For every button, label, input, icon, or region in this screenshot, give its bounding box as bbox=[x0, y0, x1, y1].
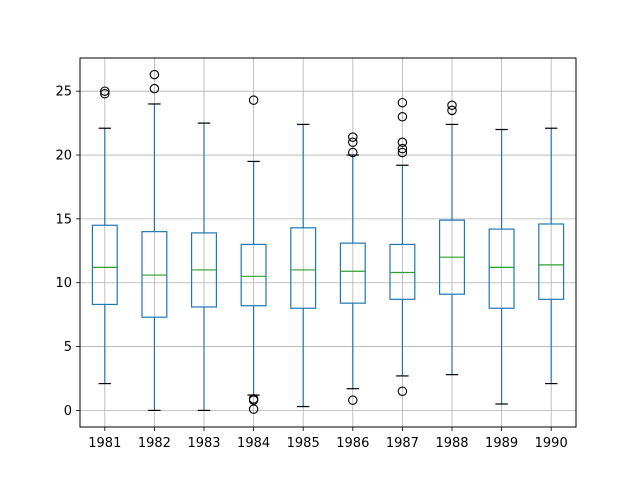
outlier-point bbox=[397, 137, 408, 148]
outlier-point bbox=[248, 404, 259, 414]
outlier-point bbox=[397, 143, 408, 154]
outlier-point bbox=[397, 386, 408, 396]
box-group-1981 bbox=[91, 86, 118, 385]
box-iqr bbox=[240, 243, 267, 307]
box-group-1982 bbox=[141, 69, 168, 412]
x-tick-label: 1990 bbox=[535, 436, 568, 451]
outlier-point bbox=[149, 83, 160, 94]
outlier-point bbox=[149, 69, 160, 80]
x-tick-label: 1987 bbox=[386, 436, 419, 451]
box-iqr bbox=[339, 242, 366, 304]
y-tick-label: 25 bbox=[55, 85, 72, 100]
y-tick-label: 0 bbox=[64, 404, 72, 419]
box-group-1983 bbox=[191, 122, 218, 412]
outlier-point bbox=[248, 95, 259, 105]
outlier-point bbox=[397, 97, 408, 108]
outlier-point bbox=[100, 89, 110, 99]
plot-frame bbox=[79, 57, 577, 428]
box-iqr bbox=[488, 228, 515, 309]
x-tick-label: 1989 bbox=[485, 436, 518, 451]
outlier-point bbox=[348, 132, 358, 142]
outlier-point bbox=[447, 105, 457, 116]
box-iqr bbox=[389, 243, 416, 300]
x-tick-label: 1981 bbox=[88, 436, 121, 451]
y-tick-label: 10 bbox=[55, 276, 72, 291]
x-tick-label: 1988 bbox=[435, 436, 468, 451]
outlier-point bbox=[447, 100, 457, 110]
x-tick-label: 1985 bbox=[287, 436, 320, 451]
y-tick-label: 5 bbox=[64, 340, 72, 355]
box-group-1989 bbox=[488, 128, 515, 405]
x-tick-label: 1982 bbox=[138, 436, 171, 451]
y-tick-label: 20 bbox=[55, 149, 72, 164]
box-iqr bbox=[538, 223, 565, 300]
y-tick-label: 15 bbox=[55, 212, 72, 227]
box-iqr bbox=[141, 231, 168, 318]
outlier-point bbox=[348, 395, 358, 405]
box-group-1988 bbox=[439, 100, 466, 376]
outlier-point bbox=[100, 86, 110, 96]
x-tick-label: 1983 bbox=[187, 436, 220, 451]
box-group-1987 bbox=[389, 97, 416, 396]
box-series bbox=[91, 69, 565, 414]
box-iqr bbox=[91, 224, 118, 306]
box-group-1990 bbox=[538, 127, 565, 385]
x-tick-label: 1986 bbox=[336, 436, 369, 451]
box-group-1986 bbox=[339, 132, 366, 405]
outlier-point bbox=[348, 147, 358, 158]
outlier-point bbox=[397, 111, 408, 122]
axes: 0 5 10 15 20 25 1981 1982 1983 1984 1985 1986 1987 19… bbox=[55, 85, 567, 451]
box-group-1985 bbox=[290, 123, 317, 408]
outlier-point bbox=[397, 147, 408, 158]
outlier-point bbox=[348, 137, 358, 148]
box-group-1984 bbox=[240, 95, 267, 414]
x-tick-label: 1984 bbox=[237, 436, 270, 451]
box-iqr bbox=[290, 227, 317, 309]
outlier-point bbox=[248, 394, 259, 404]
